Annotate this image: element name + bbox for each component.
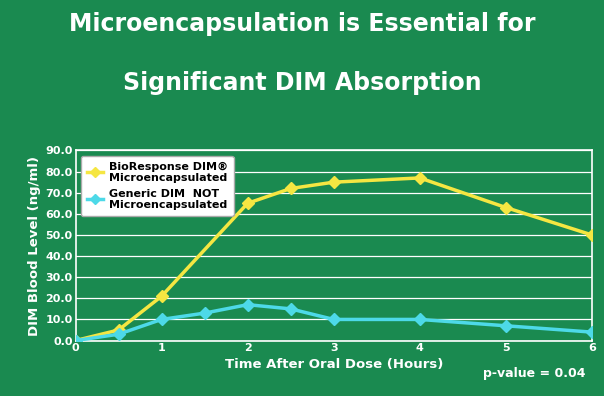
Text: Microencapsulation is Essential for: Microencapsulation is Essential for <box>69 12 535 36</box>
Legend: BioResponse DIM®
Microencapsulated, Generic DIM  NOT
Microencapsulated: BioResponse DIM® Microencapsulated, Gene… <box>81 156 234 216</box>
Text: p-value = 0.04: p-value = 0.04 <box>483 367 586 380</box>
Text: Significant DIM Absorption: Significant DIM Absorption <box>123 71 481 95</box>
Y-axis label: DIM Blood Level (ng/ml): DIM Blood Level (ng/ml) <box>28 156 41 335</box>
X-axis label: Time After Oral Dose (Hours): Time After Oral Dose (Hours) <box>225 358 443 371</box>
